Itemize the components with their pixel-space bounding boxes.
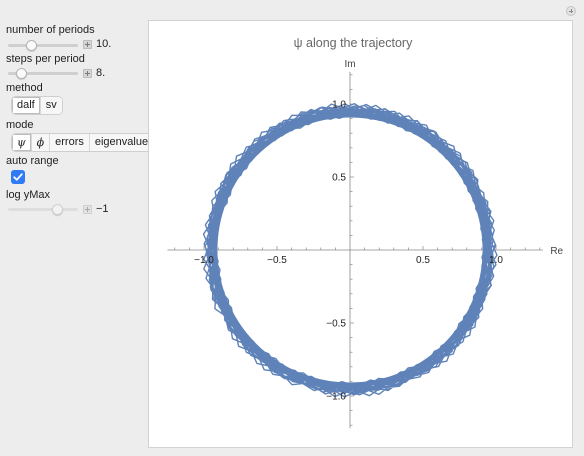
x-tick-label: −1.0 <box>194 255 214 266</box>
x-tick-label: −0.5 <box>267 255 287 266</box>
x-tick-label: 1.0 <box>489 255 503 266</box>
log-ymax-slider-thumb[interactable] <box>52 204 64 215</box>
plot-frame: ψ along the trajectory −1.0 −0.5 0.5 1.0 −1.… <box>148 20 573 448</box>
steps-slider-thumb[interactable] <box>16 68 28 79</box>
checkmark-icon <box>13 173 23 181</box>
y-axis-label: Im <box>344 59 355 70</box>
method-setter: dalf sv <box>11 96 63 115</box>
y-tick-label: 0.5 <box>332 173 346 184</box>
options-plus-icon[interactable] <box>566 6 576 16</box>
psi-trajectory-plot: ψ along the trajectory −1.0 −0.5 0.5 1.0 −1.… <box>167 36 564 429</box>
method-sv-button[interactable]: sv <box>40 97 62 114</box>
periods-slider-track <box>8 44 78 47</box>
log-ymax-expand-icon[interactable] <box>83 205 92 214</box>
log-ymax-slider-track <box>8 208 78 211</box>
log-ymax-label: log yMax <box>6 189 51 201</box>
periods-value: 10. <box>96 38 112 50</box>
controls-panel: number of periods 10. steps per period 8… <box>0 0 160 456</box>
psi-trajectory-band <box>212 112 488 388</box>
steps-label: steps per period <box>6 53 85 65</box>
plot-title: ψ along the trajectory <box>294 36 413 50</box>
x-tick-label: 0.5 <box>416 255 430 266</box>
auto-range-label: auto range <box>6 155 59 167</box>
mode-eigenvalues-button[interactable]: eigenvalues <box>89 134 159 151</box>
steps-expand-icon[interactable] <box>83 69 92 78</box>
mode-phi-button[interactable]: ϕ <box>31 134 51 151</box>
log-ymax-slider[interactable] <box>8 203 78 215</box>
method-dalf-button[interactable]: dalf <box>12 97 41 114</box>
periods-slider[interactable] <box>8 39 78 51</box>
steps-slider-track <box>8 72 78 75</box>
log-ymax-value: −1 <box>96 203 109 215</box>
y-tick-label: −1.0 <box>326 392 346 403</box>
periods-expand-icon[interactable] <box>83 40 92 49</box>
periods-label: number of periods <box>6 24 95 36</box>
y-tick-label: −0.5 <box>326 319 346 330</box>
mode-psi-button[interactable]: ψ <box>12 134 32 151</box>
mode-setter: ψ ϕ errors eigenvalues <box>11 133 160 152</box>
y-tick-label: 1.0 <box>332 100 346 111</box>
auto-range-checkbox[interactable] <box>11 170 25 184</box>
mode-errors-button[interactable]: errors <box>50 134 90 151</box>
steps-slider[interactable] <box>8 67 78 79</box>
mode-label: mode <box>6 119 34 131</box>
periods-slider-thumb[interactable] <box>25 40 37 51</box>
steps-value: 8. <box>96 67 106 79</box>
method-label: method <box>6 82 43 94</box>
x-axis-label: Re <box>550 246 563 257</box>
